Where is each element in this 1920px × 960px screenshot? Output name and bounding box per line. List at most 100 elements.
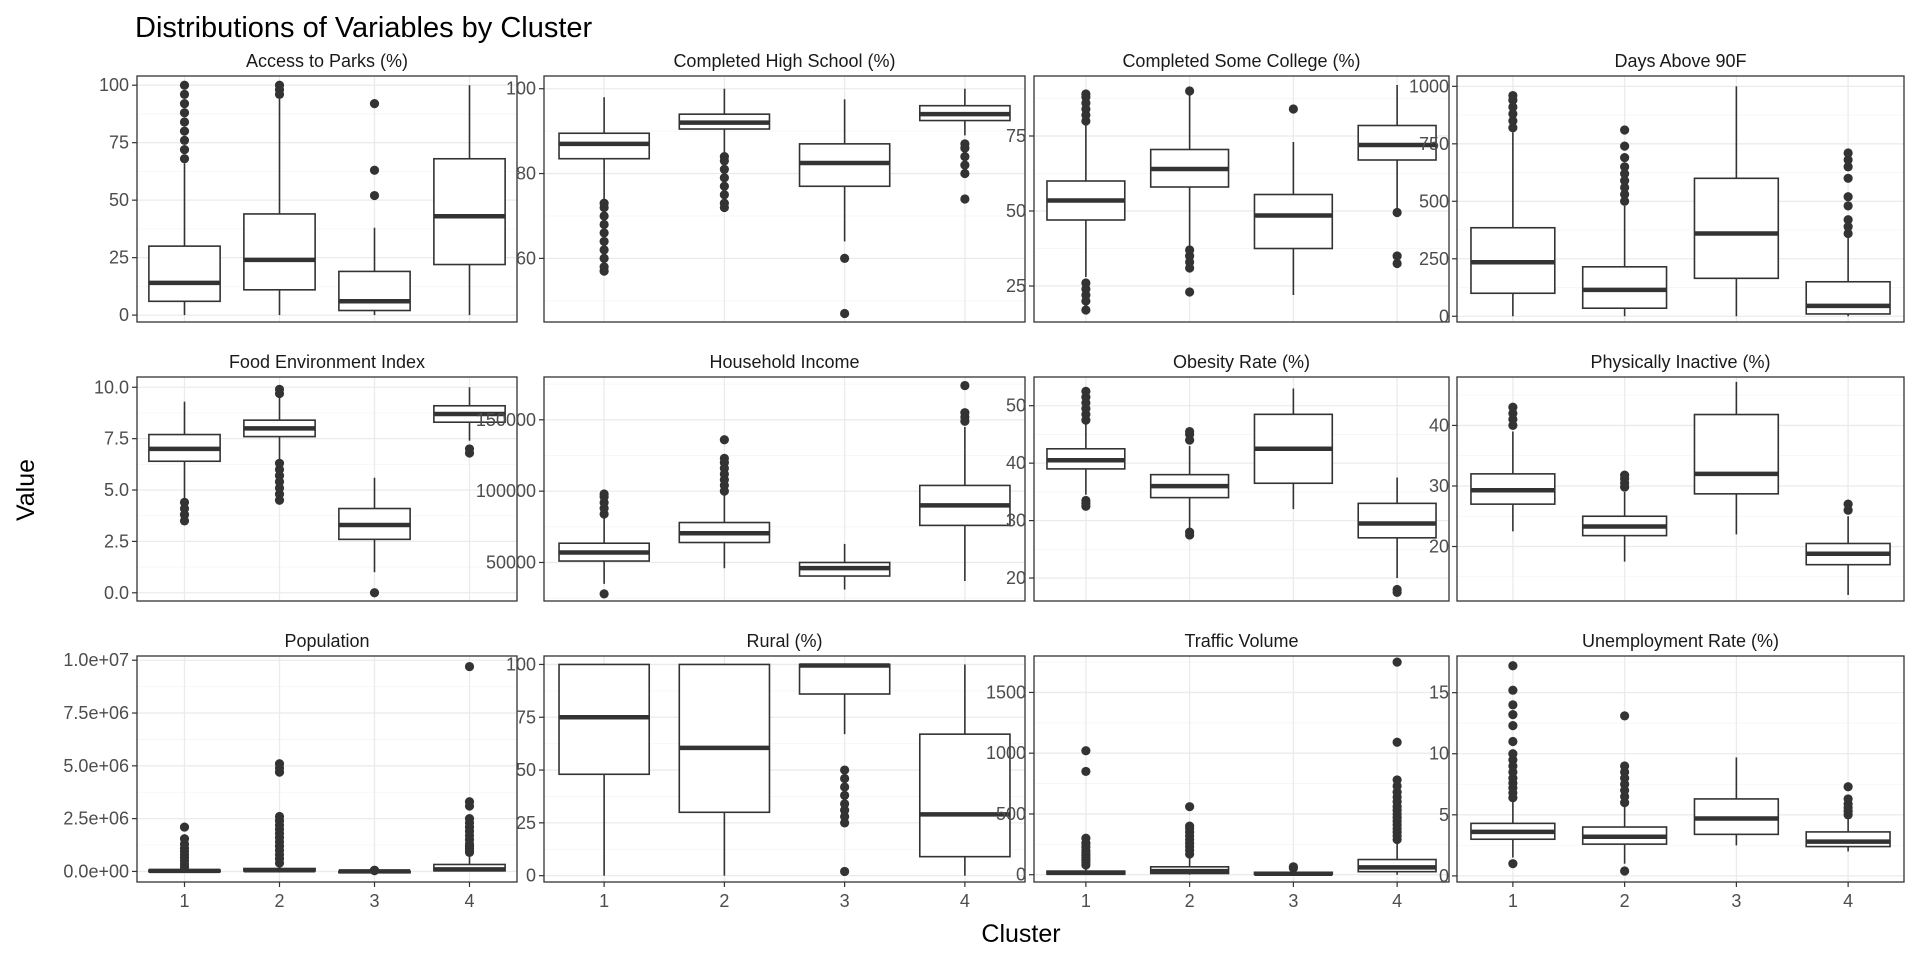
panel-border [1033,655,1450,883]
outlier-point [179,98,190,109]
outlier-point [179,144,190,155]
x-tick-label: 1 [179,891,189,911]
outlier-point [179,80,190,90]
outlier-point [1843,155,1853,165]
outlier-point [1843,782,1853,792]
x-tick-label: 2 [1620,891,1630,911]
outlier-point [464,797,475,807]
outlier-point [1843,228,1853,239]
outlier-point [1620,196,1630,206]
outlier-point [719,181,729,191]
outlier-point [1081,278,1091,288]
outlier-point [1081,386,1091,396]
outlier-point [1843,173,1853,183]
outlier-point [1508,90,1518,101]
outlier-point [369,190,380,201]
y-tick-label: 500 [1419,191,1449,211]
outlier-point [1081,766,1091,777]
y-tick-label: 5.0e+06 [63,756,129,776]
outlier-point [179,834,190,844]
x-tick-label: 4 [960,891,970,911]
outlier-point [1620,125,1630,135]
y-tick-label: 100 [99,75,129,95]
outlier-point [1620,182,1630,193]
outlier-point [179,154,190,164]
y-tick-label: 1000 [1409,76,1449,96]
outlier-point [179,822,190,832]
outlier-point [1843,215,1853,225]
panel-border [1456,75,1905,323]
y-tick-label: 50 [1006,396,1026,416]
y-tick-label: 40 [1429,415,1449,435]
panel-title: Traffic Volume [1184,631,1298,651]
outlier-point [1392,207,1402,218]
outlier-point [1620,141,1630,151]
outlier-point [179,126,190,136]
panel-title: Obesity Rate (%) [1173,352,1310,372]
box-cluster-3 [1693,177,1780,280]
outlier-point [599,589,609,599]
outlier-point [1185,287,1195,297]
x-tick-label: 2 [274,891,284,911]
facet-panel: Completed High School (%) 60 80 100 [506,51,1026,323]
x-tick-label: 1 [1508,891,1518,911]
y-tick-label: 7.5e+06 [63,703,129,723]
y-tick-label: 0 [119,305,129,325]
outlier-point [1620,153,1630,163]
y-tick-label: 0 [526,866,536,886]
outlier-point [719,198,729,208]
panel-title: Household Income [709,352,859,372]
outlier-point [960,168,970,179]
y-tick-label: 0.0 [104,583,129,603]
outlier-point [1081,89,1091,99]
outlier-point [1620,189,1630,200]
x-tick-label: 4 [1843,891,1853,911]
y-tick-label: 30 [1006,511,1026,531]
outlier-point [1508,710,1518,720]
facet-panel: Physically Inactive (%) 20 30 40 [1429,352,1905,602]
outlier-point [719,151,729,162]
y-tick-label: 30 [1429,476,1449,496]
outlier-point [1843,221,1853,232]
outlier-point [1620,470,1630,480]
x-tick-label: 4 [1392,891,1402,911]
outlier-point [369,588,380,598]
outlier-point [179,497,190,507]
box-cluster-4 [433,157,506,266]
outlier-point [1508,859,1518,869]
outlier-point [719,435,729,445]
outlier-point [1843,148,1853,158]
panel-border [136,376,518,602]
outlier-point [1392,775,1402,785]
box-cluster-1 [148,245,221,303]
outlier-point [1508,721,1518,731]
outlier-point [599,211,609,221]
outlier-point [1508,736,1518,747]
y-tick-label: 1500 [986,682,1026,702]
y-tick-label: 750 [1419,134,1449,154]
y-tick-label: 10.0 [94,377,129,397]
outlier-point [840,790,850,801]
outlier-point [1081,746,1091,756]
outlier-point [1185,821,1195,831]
y-tick-label: 20 [1429,537,1449,557]
x-tick-label: 3 [840,891,850,911]
panel-border [543,75,1026,323]
outlier-point [719,453,729,463]
outlier-point [179,89,190,99]
outlier-point [369,865,380,875]
outlier-point [1508,116,1518,126]
outlier-point [1508,685,1518,695]
outlier-point [599,219,609,230]
outlier-point [840,782,850,792]
y-tick-label: 75 [1006,126,1026,146]
outlier-point [1508,102,1518,112]
outlier-point [1185,86,1195,96]
outlier-point [960,139,970,149]
y-tick-label: 5.0 [104,480,129,500]
y-tick-label: 5 [1439,805,1449,825]
outlier-point [1620,176,1630,186]
y-axis-title: Value [12,459,40,521]
panel-border [1033,75,1450,323]
outlier-point [1392,251,1402,261]
